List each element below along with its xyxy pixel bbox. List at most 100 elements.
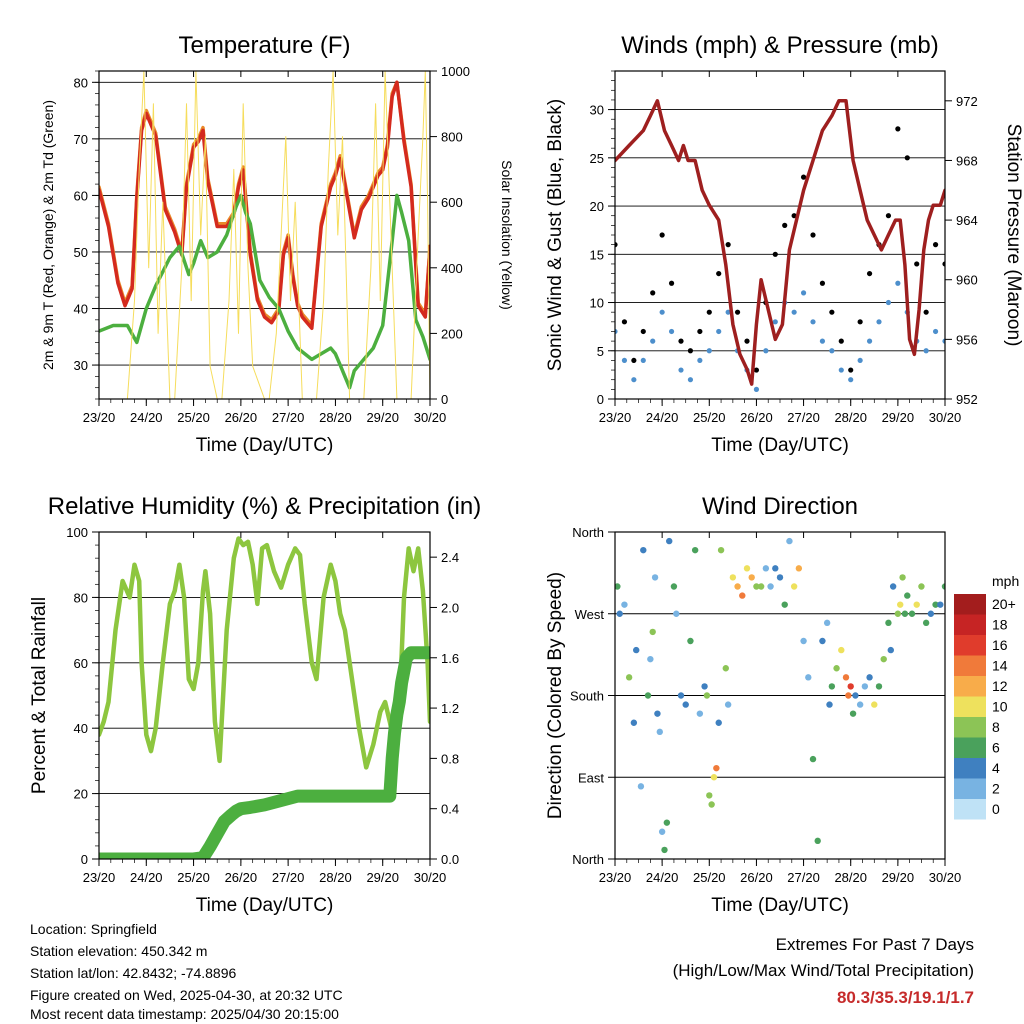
data-point <box>809 755 817 763</box>
data-point <box>810 319 816 325</box>
data-point <box>866 338 873 344</box>
y-axis-label: Sonic Wind & Gust (Blue, Black) <box>545 99 566 371</box>
data-point <box>781 601 788 608</box>
data-point <box>791 309 797 315</box>
data-point <box>800 174 807 180</box>
plot-area <box>615 537 945 854</box>
data-point <box>829 348 835 354</box>
data-point <box>701 683 708 690</box>
data-point <box>849 710 857 717</box>
data-point <box>885 619 892 627</box>
data-point <box>616 610 623 617</box>
data-point <box>706 309 712 315</box>
data-point <box>631 357 637 364</box>
colorbar-swatch <box>954 655 986 676</box>
colorbar-swatch <box>954 799 986 820</box>
x-tick-label: 27/20 <box>272 870 305 885</box>
data-point <box>656 728 663 736</box>
data-point <box>845 692 852 699</box>
data-point <box>734 583 741 590</box>
data-point <box>908 610 916 617</box>
data-point <box>899 574 906 581</box>
y-tick-label: West <box>575 607 605 622</box>
data-point <box>866 674 873 681</box>
data-point <box>651 574 659 581</box>
data-point <box>842 674 850 681</box>
data-point <box>739 592 746 599</box>
y-right-tick-label: 956 <box>956 332 978 347</box>
data-point <box>687 637 694 645</box>
x-tick-label: 28/20 <box>319 410 352 425</box>
station-latlon: Station lat/lon: 42.8432; -74.8896 <box>30 965 237 981</box>
data-point <box>897 601 904 608</box>
data-point <box>716 270 722 277</box>
data-point <box>650 290 656 296</box>
data-point <box>725 309 731 315</box>
chart-title: Winds (mph) & Pressure (mb) <box>621 32 938 59</box>
y-tick-label: 0 <box>81 852 88 867</box>
data-point <box>937 601 944 608</box>
y-tick-label: 30 <box>590 103 604 118</box>
y-right-tick-label: 0 <box>441 392 448 407</box>
data-point <box>716 328 722 335</box>
data-point <box>717 546 725 554</box>
data-point <box>663 819 671 826</box>
x-tick-label: 30/20 <box>929 870 962 885</box>
colorbar-label: 12 <box>992 678 1008 694</box>
data-point <box>621 357 628 364</box>
x-tick-label: 26/20 <box>225 870 258 885</box>
data-point <box>838 367 844 373</box>
data-point <box>833 665 840 672</box>
series-line-3 <box>99 71 430 399</box>
data-point <box>856 701 864 708</box>
data-point <box>776 574 784 581</box>
data-point <box>932 601 939 608</box>
data-point <box>659 309 665 315</box>
data-point <box>691 546 699 554</box>
data-point <box>763 348 769 354</box>
data-point <box>729 574 737 581</box>
data-point <box>696 710 704 717</box>
y-tick-label: South <box>570 689 604 704</box>
y-right-tick-label: 0.4 <box>441 802 459 817</box>
x-tick-label: 29/20 <box>882 870 915 885</box>
y-right-tick-label: 1000 <box>441 64 470 79</box>
x-tick-label: 30/20 <box>929 410 962 425</box>
data-point <box>876 319 882 325</box>
y-tick-label: 25 <box>590 151 604 166</box>
data-timestamp: Most recent data timestamp: 2025/04/30 2… <box>30 1006 339 1022</box>
panel-winds: Winds (mph) & Pressure (mb) 0 5 10 15 20 25 30 9… <box>545 32 1024 456</box>
x-tick-label: 25/20 <box>693 410 726 425</box>
data-point <box>649 628 656 636</box>
x-tick-label: 26/20 <box>225 410 258 425</box>
data-point <box>772 565 779 572</box>
data-point <box>848 377 854 383</box>
y-right-tick-label: 960 <box>956 273 978 288</box>
y-right-tick-label: 972 <box>956 94 978 109</box>
y-right-tick-label: 600 <box>441 195 463 210</box>
data-point <box>901 610 909 617</box>
x-tick-label: 24/20 <box>646 870 679 885</box>
data-point <box>615 328 618 335</box>
y-tick-label: 5 <box>597 344 604 359</box>
data-point <box>640 357 646 364</box>
y-tick-label: 15 <box>590 247 604 262</box>
y-tick-label: 70 <box>74 132 88 147</box>
data-point <box>743 565 751 572</box>
y-right-tick-label: 800 <box>441 130 463 145</box>
data-point <box>880 655 887 663</box>
extremes-subtitle: (High/Low/Max Wind/Total Precipitation) <box>672 961 974 980</box>
data-point <box>927 610 935 617</box>
colorbar-swatch <box>954 717 986 738</box>
colorbar-title: mph <box>992 573 1019 589</box>
data-point <box>615 583 621 590</box>
y-right-tick-label: 0.0 <box>441 852 459 867</box>
x-axis-label: Time (Day/UTC) <box>711 895 849 916</box>
extremes-values: 80.3/35.3/19.1/1.7 <box>836 988 974 1007</box>
x-tick-label: 25/20 <box>177 410 210 425</box>
data-point <box>706 792 713 799</box>
data-point <box>703 692 711 699</box>
plot-area <box>615 99 945 392</box>
data-point <box>895 280 901 286</box>
data-point <box>913 601 920 608</box>
